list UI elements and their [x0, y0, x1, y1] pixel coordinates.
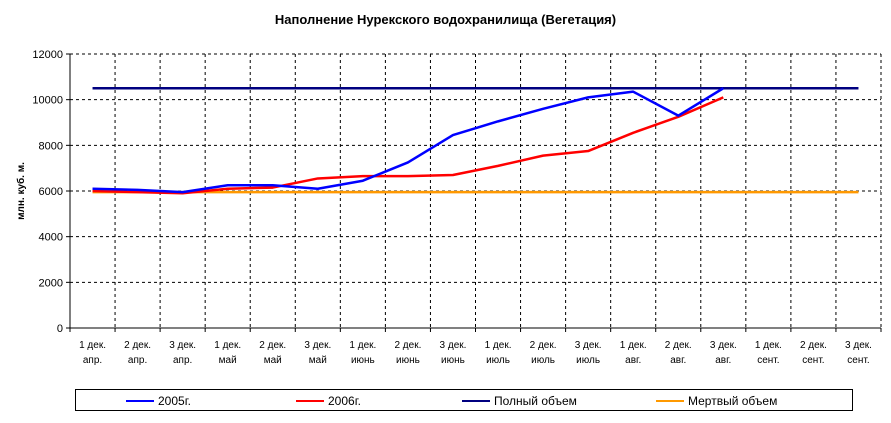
- x-tick-label-month: апр.: [128, 355, 147, 366]
- legend-swatch: [296, 400, 324, 402]
- y-tick-label: 10000: [32, 95, 63, 107]
- x-tick-label-month: май: [219, 355, 237, 366]
- legend-item-2: Полный объем: [462, 393, 577, 409]
- x-tick-label-decade: 1 дек.: [620, 340, 647, 351]
- y-tick-label: 8000: [39, 140, 63, 152]
- x-tick-label-month: июль: [576, 355, 600, 366]
- x-tick-label-decade: 3 дек.: [575, 340, 602, 351]
- x-tick-label-decade: 3 дек.: [440, 340, 467, 351]
- x-tick-label-month: июнь: [396, 355, 420, 366]
- x-tick-label-month: сент.: [757, 355, 779, 366]
- y-tick-label: 2000: [39, 277, 63, 289]
- axes: [66, 53, 882, 332]
- series-line-0: [92, 87, 724, 194]
- legend-item-3: Мертвый объем: [656, 393, 777, 409]
- chart-title: Наполнение Нурекского водохранилища (Вег…: [274, 12, 617, 27]
- legend-swatch: [462, 400, 490, 402]
- x-tick-label-decade: 1 дек.: [485, 340, 512, 351]
- x-tick-label-month: апр.: [83, 355, 102, 366]
- x-tick-label-month: июль: [486, 355, 510, 366]
- x-tick-label-month: июль: [531, 355, 555, 366]
- legend-label: Мертвый объем: [688, 394, 778, 408]
- x-tick-label-decade: 2 дек.: [800, 340, 827, 351]
- x-tick-label-decade: 3 дек.: [169, 340, 196, 351]
- series-lines: [92, 87, 859, 195]
- x-tick-label-month: июнь: [351, 355, 375, 366]
- legend-item-1: 2006г.: [296, 393, 361, 409]
- x-tick-label-decade: 3 дек.: [845, 340, 872, 351]
- x-tick-label-month: июнь: [441, 355, 465, 366]
- x-tick-label-decade: 2 дек.: [394, 340, 421, 351]
- legend: 2005г. 2006г. Полный объем Мертвый объем: [75, 389, 853, 411]
- x-tick-label-decade: 1 дек.: [755, 340, 782, 351]
- legend-swatch: [126, 400, 154, 402]
- y-tick-label: 6000: [39, 186, 63, 198]
- x-tick-label-decade: 3 дек.: [710, 340, 737, 351]
- x-tick-label-decade: 2 дек.: [665, 340, 692, 351]
- legend-item-0: 2005г.: [126, 393, 191, 409]
- y-tick-label: 4000: [39, 232, 63, 244]
- x-tick-label-month: май: [309, 355, 327, 366]
- chart-plot: 0 2000 4000 6000 8000 10000 12000 1 дек. апр. 2 д…: [15, 49, 882, 366]
- legend-label: Полный объем: [494, 394, 577, 408]
- tick-labels: 0 2000 4000 6000 8000 10000 12000 1 дек. апр. 2 д…: [32, 49, 872, 366]
- x-tick-label-month: сент.: [802, 355, 824, 366]
- x-tick-label-month: авг.: [670, 355, 686, 366]
- legend-label: 2005г.: [158, 394, 191, 408]
- y-axis-label: млн. куб. м.: [15, 162, 27, 220]
- x-tick-label-month: авг.: [625, 355, 641, 366]
- x-tick-label-decade: 2 дек.: [124, 340, 151, 351]
- x-tick-label-decade: 1 дек.: [79, 340, 106, 351]
- series-line-1: [92, 96, 724, 195]
- legend-label: 2006г.: [328, 394, 361, 408]
- x-tick-label-decade: 1 дек.: [349, 340, 376, 351]
- y-tick-label: 0: [57, 323, 63, 335]
- legend-swatch: [656, 400, 684, 402]
- x-tick-label-month: апр.: [173, 355, 192, 366]
- x-tick-label-decade: 3 дек.: [304, 340, 331, 351]
- x-tick-label-month: сент.: [847, 355, 869, 366]
- x-tick-label-decade: 2 дек.: [259, 340, 286, 351]
- x-tick-label-month: авг.: [715, 355, 731, 366]
- y-tick-label: 12000: [32, 49, 63, 61]
- grid-lines: [70, 53, 882, 328]
- x-tick-label-decade: 1 дек.: [214, 340, 241, 351]
- x-tick-label-month: май: [264, 355, 282, 366]
- x-tick-label-decade: 2 дек.: [530, 340, 557, 351]
